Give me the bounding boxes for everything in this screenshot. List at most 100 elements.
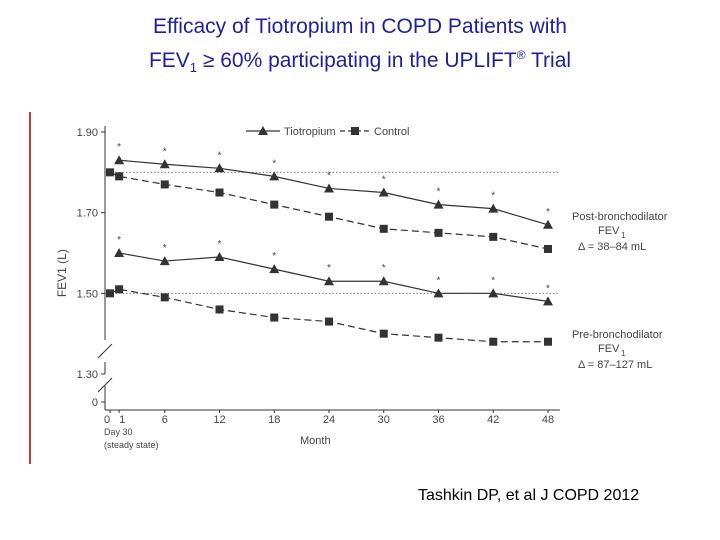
title-criteria: ≥ 60% participating in the UPLIFT — [197, 49, 517, 72]
x-tick-label: 0 — [104, 414, 110, 426]
x-tick-label: 48 — [542, 414, 554, 426]
data-point-control-pre — [544, 337, 552, 346]
data-point-control-post — [379, 224, 388, 233]
data-point-control-pre — [489, 337, 498, 346]
data-point-tiotropium-post — [114, 155, 125, 165]
title-fev: FEV — [148, 49, 190, 72]
y-axis-break-mark — [97, 377, 113, 393]
data-point-control-post — [160, 180, 169, 189]
annotation-post-line2: FEV — [598, 225, 620, 237]
significance-asterisk-post: * — [272, 158, 276, 169]
legend-control-label: Control — [374, 126, 409, 138]
data-point-control-post — [434, 228, 443, 237]
annotation-post-subscript: 1 — [621, 231, 626, 240]
title-registered-mark: ® — [516, 48, 526, 62]
data-point-control-post — [115, 172, 124, 181]
y-tick-label: 1.90 — [77, 127, 98, 139]
data-point-tiotropium-post — [324, 183, 334, 193]
significance-asterisk-post: * — [491, 191, 495, 202]
data-point-control-post — [270, 200, 279, 209]
significance-asterisk-pre: * — [163, 243, 167, 254]
data-point-tiotropium-post — [488, 203, 499, 213]
y-axis-label: FEV1 (L) — [55, 249, 69, 297]
significance-asterisk-pre: * — [327, 263, 331, 274]
slide-divider-line — [29, 112, 31, 464]
x-tick-label: 12 — [213, 414, 225, 426]
y-axis-break-mark — [97, 343, 113, 359]
data-point-tiotropium-pre — [488, 288, 499, 298]
y-tick-label: 1.30 — [77, 369, 98, 381]
title-line-2: FEV1 ≥ 60% participating in the UPLIFT® … — [0, 41, 720, 82]
x-tick-label: 42 — [487, 414, 499, 426]
data-point-control-post — [325, 212, 333, 221]
legend-tiotropium-label: Tiotropium — [284, 126, 336, 138]
y-tick-label: 1.50 — [77, 288, 98, 300]
x-tick-label: 36 — [432, 414, 444, 426]
significance-asterisk-post: * — [117, 142, 121, 153]
series-line-tiotropium-pre — [119, 252, 549, 302]
data-point-tiotropium-post — [378, 187, 389, 197]
title-trial: Trial — [525, 49, 572, 72]
legend-tiotropium-marker — [258, 126, 268, 135]
significance-asterisk-post: * — [327, 170, 331, 181]
data-point-tiotropium-pre — [378, 276, 389, 286]
data-point-control-pre — [379, 329, 388, 338]
x-tick-label: 18 — [268, 414, 280, 426]
slide-title: Efficacy of Tiotropium in COPD Patients … — [0, 12, 720, 82]
annotation-pre-line1: Pre-bronchodilator — [572, 329, 663, 341]
data-point-tiotropium-pre — [114, 248, 125, 257]
data-point-tiotropium-pre — [324, 276, 334, 286]
data-point-tiotropium-pre — [159, 256, 170, 266]
significance-asterisk-post: * — [382, 175, 386, 186]
data-point-control-post — [544, 244, 552, 253]
data-point-control-post — [215, 188, 224, 197]
data-point-tiotropium-post — [543, 219, 553, 229]
data-point-control-pre — [215, 305, 224, 314]
significance-asterisk-pre: * — [272, 251, 276, 262]
annotation-pre-line2: FEV — [598, 343, 620, 355]
significance-asterisk-post: * — [218, 150, 222, 161]
annotation-pre-delta: Δ = 87–127 mL — [578, 359, 652, 371]
series-line-tiotropium-post — [119, 159, 549, 226]
significance-asterisk-pre: * — [382, 263, 386, 274]
x-sublabel-steady-state: (steady state) — [104, 440, 159, 450]
legend-control-marker — [351, 127, 359, 135]
significance-asterisk-pre: * — [437, 275, 441, 286]
x-tick-label: 24 — [323, 414, 335, 426]
x-sublabel-day30: Day 30 — [104, 427, 133, 437]
data-point-tiotropium-pre — [543, 296, 553, 306]
series-line-control-post — [109, 171, 549, 250]
significance-asterisk-pre: * — [117, 235, 121, 246]
title-line-1: Efficacy of Tiotropium in COPD Patients … — [153, 15, 567, 38]
data-point-tiotropium-pre — [433, 288, 444, 298]
significance-asterisk-post: * — [437, 187, 441, 198]
annotation-post-line1: Post-bronchodilator — [572, 211, 668, 223]
x-tick-label: 1 — [119, 414, 125, 426]
x-axis-label: Month — [300, 435, 331, 447]
data-point-tiotropium-pre — [269, 264, 280, 274]
x-tick-label: 6 — [162, 414, 168, 426]
y-tick-label: 0 — [92, 397, 98, 409]
data-point-control-pre — [325, 317, 333, 326]
annotation-pre-subscript: 1 — [621, 349, 626, 358]
data-point-control-post — [106, 168, 114, 177]
significance-asterisk-pre: * — [546, 283, 550, 294]
significance-asterisk-post: * — [163, 146, 167, 157]
title-fev-subscript: 1 — [189, 60, 198, 76]
annotation-post-delta: Δ = 38–84 mL — [578, 241, 646, 253]
data-point-tiotropium-post — [269, 171, 280, 181]
x-tick-label: 30 — [378, 414, 390, 426]
data-point-tiotropium-post — [214, 163, 225, 173]
data-point-tiotropium-post — [433, 199, 444, 209]
y-tick-label: 1.70 — [77, 208, 98, 220]
significance-asterisk-pre: * — [218, 239, 222, 250]
data-point-tiotropium-post — [159, 159, 170, 169]
data-point-control-pre — [106, 289, 114, 298]
data-point-control-pre — [434, 333, 443, 342]
data-point-control-pre — [160, 293, 169, 302]
data-point-control-pre — [270, 313, 279, 322]
series-line-control-pre — [109, 288, 548, 343]
data-point-control-post — [489, 232, 498, 241]
significance-asterisk-pre: * — [491, 275, 495, 286]
